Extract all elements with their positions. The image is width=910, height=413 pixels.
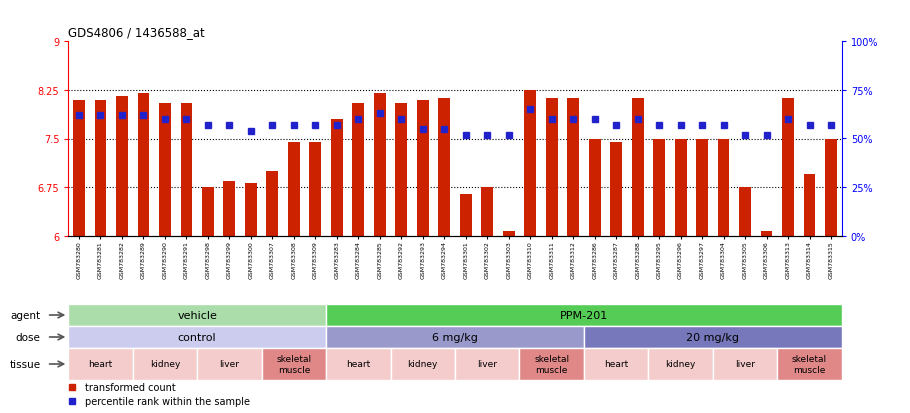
Text: skeletal
muscle: skeletal muscle <box>792 354 827 374</box>
Bar <box>68 326 326 348</box>
Bar <box>439 99 450 236</box>
Bar <box>197 348 262 380</box>
Text: liver: liver <box>735 360 755 369</box>
Bar <box>267 171 278 236</box>
Bar <box>674 139 686 236</box>
Bar <box>137 94 149 236</box>
Bar <box>288 142 299 236</box>
Bar <box>713 348 777 380</box>
Bar <box>309 142 321 236</box>
Text: kidney: kidney <box>150 360 180 369</box>
Text: dose: dose <box>15 332 40 342</box>
Text: transformed count: transformed count <box>86 382 176 392</box>
Bar <box>825 139 837 236</box>
Bar <box>782 99 794 236</box>
Bar <box>245 183 257 236</box>
Bar <box>352 104 364 236</box>
Text: skeletal
muscle: skeletal muscle <box>534 354 570 374</box>
Bar <box>202 188 214 236</box>
Bar <box>68 348 133 380</box>
Bar <box>95 100 106 236</box>
Text: heart: heart <box>346 360 370 369</box>
Bar <box>460 194 471 236</box>
Bar <box>653 139 665 236</box>
Bar <box>224 181 236 236</box>
Bar <box>804 175 815 236</box>
Bar <box>326 348 390 380</box>
Bar <box>584 326 842 348</box>
Bar <box>567 99 579 236</box>
Text: heart: heart <box>88 360 113 369</box>
Text: 6 mg/kg: 6 mg/kg <box>432 332 478 342</box>
Text: vehicle: vehicle <box>177 310 217 320</box>
Bar <box>68 304 326 326</box>
Bar <box>761 232 773 236</box>
Text: GDS4806 / 1436588_at: GDS4806 / 1436588_at <box>68 26 205 39</box>
Text: heart: heart <box>604 360 628 369</box>
Bar <box>326 326 584 348</box>
Bar <box>481 188 493 236</box>
Text: kidney: kidney <box>408 360 438 369</box>
Text: kidney: kidney <box>665 360 696 369</box>
Bar <box>455 348 520 380</box>
Bar <box>159 104 171 236</box>
Bar <box>326 304 842 326</box>
Bar <box>611 142 622 236</box>
Bar <box>546 99 558 236</box>
Bar <box>524 90 536 236</box>
Text: liver: liver <box>219 360 239 369</box>
Bar <box>718 139 730 236</box>
Bar <box>116 97 128 236</box>
Bar <box>390 348 455 380</box>
Bar <box>417 100 429 236</box>
Bar <box>133 348 197 380</box>
Bar <box>395 104 407 236</box>
Text: tissue: tissue <box>9 359 40 369</box>
Bar <box>374 94 386 236</box>
Bar <box>331 120 343 236</box>
Text: 20 mg/kg: 20 mg/kg <box>686 332 739 342</box>
Text: skeletal
muscle: skeletal muscle <box>277 354 311 374</box>
Text: percentile rank within the sample: percentile rank within the sample <box>86 396 250 406</box>
Bar <box>584 348 648 380</box>
Text: control: control <box>177 332 217 342</box>
Bar <box>777 348 842 380</box>
Bar <box>632 99 643 236</box>
Bar <box>589 139 601 236</box>
Text: liver: liver <box>477 360 497 369</box>
Bar <box>739 188 751 236</box>
Bar <box>648 348 713 380</box>
Text: PPM-201: PPM-201 <box>560 310 608 320</box>
Bar <box>696 139 708 236</box>
Text: agent: agent <box>10 310 40 320</box>
Bar <box>73 100 85 236</box>
Bar <box>520 348 584 380</box>
Bar <box>262 348 326 380</box>
Bar <box>180 104 192 236</box>
Bar <box>503 232 515 236</box>
